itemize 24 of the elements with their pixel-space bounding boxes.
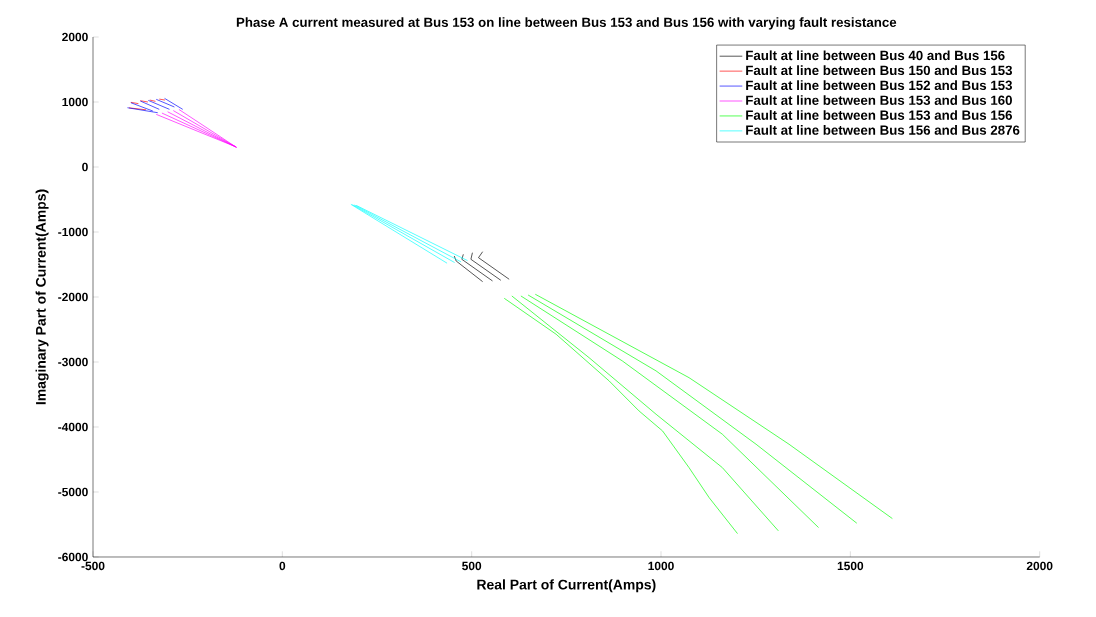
y-tick-label: 0: [82, 162, 88, 172]
chart-title: Phase A current measured at Bus 153 on line between Bus 153 and Bus 156 with varying fault resistance: [236, 17, 897, 30]
legend-label: Fault at line between Bus 152 and Bus 153: [746, 80, 1013, 91]
y-tick-label: -6000: [58, 552, 88, 562]
x-tick-label: 500: [462, 561, 482, 571]
x-tick-label: 1500: [837, 561, 864, 571]
legend-label: Fault at line between Bus 153 and Bus 156: [746, 110, 1013, 120]
legend-label: Fault at line between Bus 150 and Bus 153: [746, 65, 1013, 76]
y-tick-label: -5000: [58, 487, 88, 497]
y-tick-label: -1000: [58, 227, 88, 237]
x-tick-label: 2000: [1026, 561, 1053, 571]
legend-label: Fault at line between Bus 40 and Bus 156: [746, 50, 1005, 61]
x-axis-title: Real Part of Current(Amps): [477, 579, 656, 593]
y-tick-label: -2000: [58, 292, 88, 302]
legend-label: Fault at line between Bus 153 and Bus 160: [746, 95, 1012, 105]
x-tick-label: 0: [279, 561, 286, 571]
y-tick-label: 2000: [62, 32, 88, 42]
x-tick-label: -500: [81, 561, 105, 571]
y-tick-label: -3000: [58, 357, 88, 367]
legend-label: Fault at line between Bus 156 and Bus 2876: [746, 125, 1020, 135]
y-tick-label: -4000: [58, 422, 88, 432]
x-tick-label: 1000: [648, 561, 674, 571]
y-tick-label: 1000: [62, 97, 88, 107]
y-axis-title: Imaginary Part of Current(Amps): [35, 189, 49, 405]
